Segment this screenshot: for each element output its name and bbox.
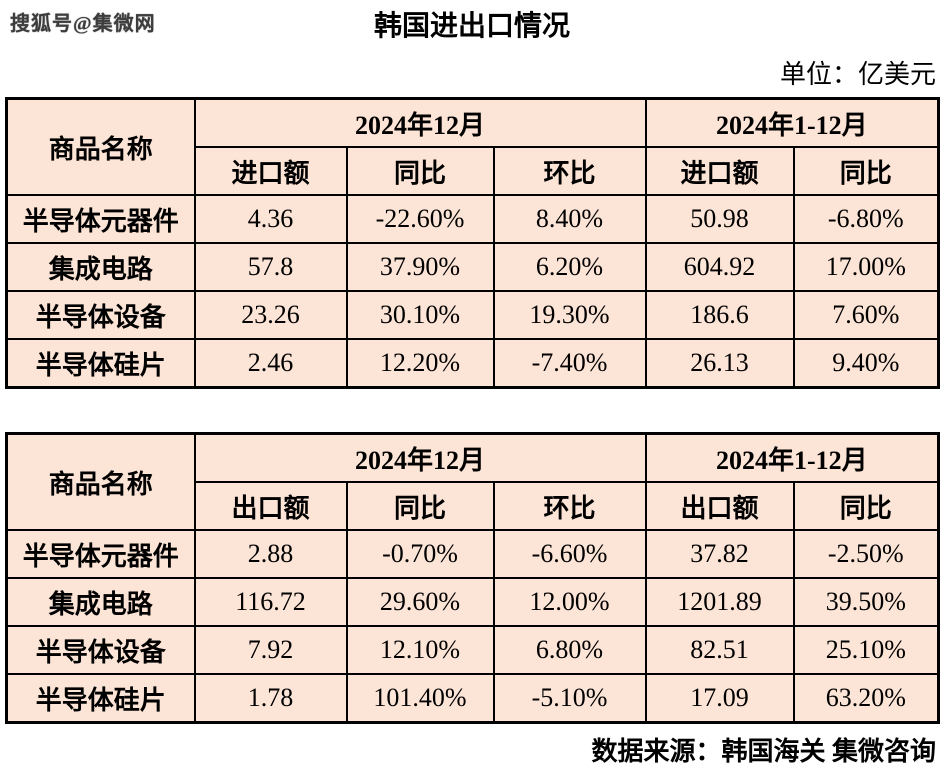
row-label: 半导体设备: [5, 625, 196, 675]
import-group-header-year: 2024年1-12月: [644, 97, 940, 148]
table-cell: 12.10%: [345, 625, 495, 675]
row-label: 半导体硅片: [5, 338, 196, 389]
table-row: 半导体设备 23.26 30.10% 19.30% 186.6 7.60%: [5, 290, 940, 340]
table-cell: 50.98: [644, 194, 795, 244]
page-title: 韩国进出口情况: [373, 11, 570, 42]
table-cell: 4.36: [193, 194, 348, 244]
table-cell: -2.50%: [792, 529, 940, 579]
table-cell: 6.80%: [492, 625, 647, 675]
table-row: 半导体硅片 1.78 101.40% -5.10% 17.09 63.20%: [5, 673, 940, 724]
table-cell: -5.10%: [492, 673, 647, 724]
table-cell: 101.40%: [345, 673, 495, 724]
table-cell: 23.26: [193, 290, 348, 340]
table-cell: 116.72: [193, 577, 348, 627]
table-cell: 17.09: [644, 673, 795, 724]
table-cell: 1201.89: [644, 577, 795, 627]
export-col-header-amount-year: 出口额: [644, 481, 795, 531]
import-col-header-yoy-dec: 同比: [345, 146, 495, 196]
table-row: 集成电路 57.8 37.90% 6.20% 604.92 17.00%: [5, 242, 940, 292]
table-row: 半导体硅片 2.46 12.20% -7.40% 26.13 9.40%: [5, 338, 940, 389]
table-cell: 2.46: [193, 338, 348, 389]
import-corner-header: 商品名称: [5, 97, 196, 196]
table-cell: 39.50%: [792, 577, 940, 627]
sohu-watermark: 搜狐号@集微网: [10, 13, 156, 35]
table-cell: 25.10%: [792, 625, 940, 675]
table-cell: 17.00%: [792, 242, 940, 292]
export-table-column-header-row: 出口额 同比 环比 出口额 同比: [7, 481, 940, 531]
import-table-group-header-row: 商品名称 2024年12月 2024年1-12月: [5, 97, 940, 196]
table-cell: -6.80%: [792, 194, 940, 244]
table-cell: -6.60%: [492, 529, 647, 579]
export-col-header-yoy-year: 同比: [792, 481, 940, 531]
import-col-header-amount-dec: 进口额: [193, 146, 348, 196]
export-col-header-mom-dec: 环比: [492, 481, 647, 531]
export-col-header-amount-dec: 出口额: [193, 481, 348, 531]
unit-label: 单位：亿美元: [779, 60, 936, 89]
table-cell: 2.88: [193, 529, 348, 579]
export-group-header-dec: 2024年12月: [193, 432, 647, 483]
table-cell: 12.20%: [345, 338, 495, 389]
table-row: 半导体设备 7.92 12.10% 6.80% 82.51 25.10%: [5, 625, 940, 675]
table-cell: 12.00%: [492, 577, 647, 627]
import-col-header-mom-dec: 环比: [492, 146, 647, 196]
data-source-label: 数据来源：韩国海关 集微咨询: [591, 737, 936, 766]
table-cell: 63.20%: [792, 673, 940, 724]
table-cell: 1.78: [193, 673, 348, 724]
import-col-header-amount-year: 进口额: [644, 146, 795, 196]
import-group-header-dec: 2024年12月: [193, 97, 647, 148]
table-row: 半导体元器件 4.36 -22.60% 8.40% 50.98 -6.80%: [5, 194, 940, 244]
table-cell: 26.13: [644, 338, 795, 389]
import-table: 商品名称 2024年12月 2024年1-12月 进口额 同比 环比 进口额 同…: [5, 97, 941, 389]
row-label: 半导体元器件: [5, 529, 196, 579]
row-label: 半导体硅片: [5, 673, 196, 724]
row-label: 半导体设备: [5, 290, 196, 340]
row-label: 集成电路: [5, 577, 196, 627]
row-label: 半导体元器件: [5, 194, 196, 244]
table-row: 集成电路 116.72 29.60% 12.00% 1201.89 39.50%: [5, 577, 940, 627]
table-cell: 37.82: [644, 529, 795, 579]
export-table: 商品名称 2024年12月 2024年1-12月 出口额 同比 环比 出口额 同…: [5, 432, 941, 724]
table-cell: 29.60%: [345, 577, 495, 627]
export-col-header-yoy-dec: 同比: [345, 481, 495, 531]
table-cell: 9.40%: [792, 338, 940, 389]
export-table-group-header-row: 商品名称 2024年12月 2024年1-12月: [5, 432, 940, 531]
table-cell: 7.60%: [792, 290, 940, 340]
table-cell: -7.40%: [492, 338, 647, 389]
table-cell: 57.8: [193, 242, 348, 292]
table-cell: 8.40%: [492, 194, 647, 244]
import-col-header-yoy-year: 同比: [792, 146, 940, 196]
table-cell: 30.10%: [345, 290, 495, 340]
table-cell: 604.92: [644, 242, 795, 292]
table-cell: 82.51: [644, 625, 795, 675]
table-cell: 186.6: [644, 290, 795, 340]
row-label: 集成电路: [5, 242, 196, 292]
table-cell: -22.60%: [345, 194, 495, 244]
export-corner-header: 商品名称: [5, 432, 196, 531]
table-cell: 7.92: [193, 625, 348, 675]
table-cell: -0.70%: [345, 529, 495, 579]
table-cell: 19.30%: [492, 290, 647, 340]
table-cell: 6.20%: [492, 242, 647, 292]
import-table-column-header-row: 进口额 同比 环比 进口额 同比: [7, 146, 940, 196]
export-group-header-year: 2024年1-12月: [644, 432, 940, 483]
table-row: 半导体元器件 2.88 -0.70% -6.60% 37.82 -2.50%: [5, 529, 940, 579]
table-cell: 37.90%: [345, 242, 495, 292]
